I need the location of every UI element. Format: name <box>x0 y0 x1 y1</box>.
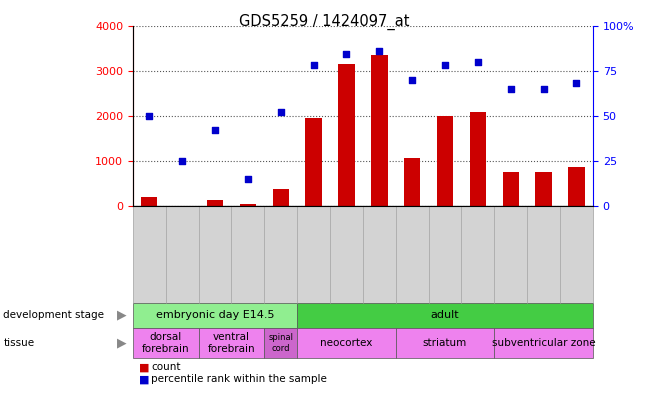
Text: percentile rank within the sample: percentile rank within the sample <box>151 374 327 384</box>
Point <box>144 113 154 119</box>
Bar <box>470 112 486 206</box>
Point <box>572 80 582 86</box>
Text: GSM1195279: GSM1195279 <box>211 208 220 269</box>
Point <box>341 51 352 58</box>
Text: ■: ■ <box>139 374 150 384</box>
Bar <box>141 197 157 206</box>
Text: subventricular zone: subventricular zone <box>492 338 596 348</box>
Point <box>374 48 384 54</box>
Bar <box>404 158 421 206</box>
Bar <box>273 189 289 206</box>
Text: GSM1195268: GSM1195268 <box>309 208 318 269</box>
Text: dorsal
forebrain: dorsal forebrain <box>142 332 189 354</box>
Text: GDS5259 / 1424097_at: GDS5259 / 1424097_at <box>238 14 410 30</box>
Text: development stage: development stage <box>3 310 104 320</box>
Text: GSM1195281: GSM1195281 <box>276 208 285 269</box>
Text: neocortex: neocortex <box>320 338 373 348</box>
Text: GSM1195272: GSM1195272 <box>441 208 450 269</box>
Point <box>538 86 549 92</box>
Text: ▶: ▶ <box>117 309 126 322</box>
Text: spinal
cord: spinal cord <box>268 333 294 353</box>
Text: count: count <box>151 362 181 373</box>
Text: embryonic day E14.5: embryonic day E14.5 <box>156 310 274 320</box>
Point <box>472 59 483 65</box>
Point <box>440 62 450 68</box>
Point <box>210 127 220 134</box>
Bar <box>207 200 223 206</box>
Point <box>407 77 417 83</box>
Point <box>308 62 319 68</box>
Bar <box>503 171 519 206</box>
Text: GSM1195280: GSM1195280 <box>244 208 252 269</box>
Bar <box>568 167 584 206</box>
Bar <box>437 116 453 206</box>
Text: GSM1195278: GSM1195278 <box>178 208 187 269</box>
Bar <box>535 171 552 206</box>
Bar <box>240 204 256 206</box>
Text: GSM1195269: GSM1195269 <box>342 208 351 269</box>
Text: ventral
forebrain: ventral forebrain <box>207 332 255 354</box>
Text: GSM1195271: GSM1195271 <box>408 208 417 269</box>
Point <box>177 158 187 164</box>
Point <box>505 86 516 92</box>
Text: tissue: tissue <box>3 338 34 348</box>
Text: GSM1195276: GSM1195276 <box>572 208 581 269</box>
Text: GSM1195270: GSM1195270 <box>375 208 384 269</box>
Bar <box>305 118 322 206</box>
Text: GSM1195273: GSM1195273 <box>474 208 482 269</box>
Point <box>275 109 286 116</box>
Bar <box>338 64 354 206</box>
Text: adult: adult <box>431 310 459 320</box>
Text: GSM1195277: GSM1195277 <box>145 208 154 269</box>
Text: GSM1195274: GSM1195274 <box>506 208 515 269</box>
Text: GSM1195275: GSM1195275 <box>539 208 548 269</box>
Point <box>242 176 253 182</box>
Text: ■: ■ <box>139 362 150 373</box>
Text: striatum: striatum <box>423 338 467 348</box>
Text: ▶: ▶ <box>117 336 126 349</box>
Bar <box>371 55 388 206</box>
